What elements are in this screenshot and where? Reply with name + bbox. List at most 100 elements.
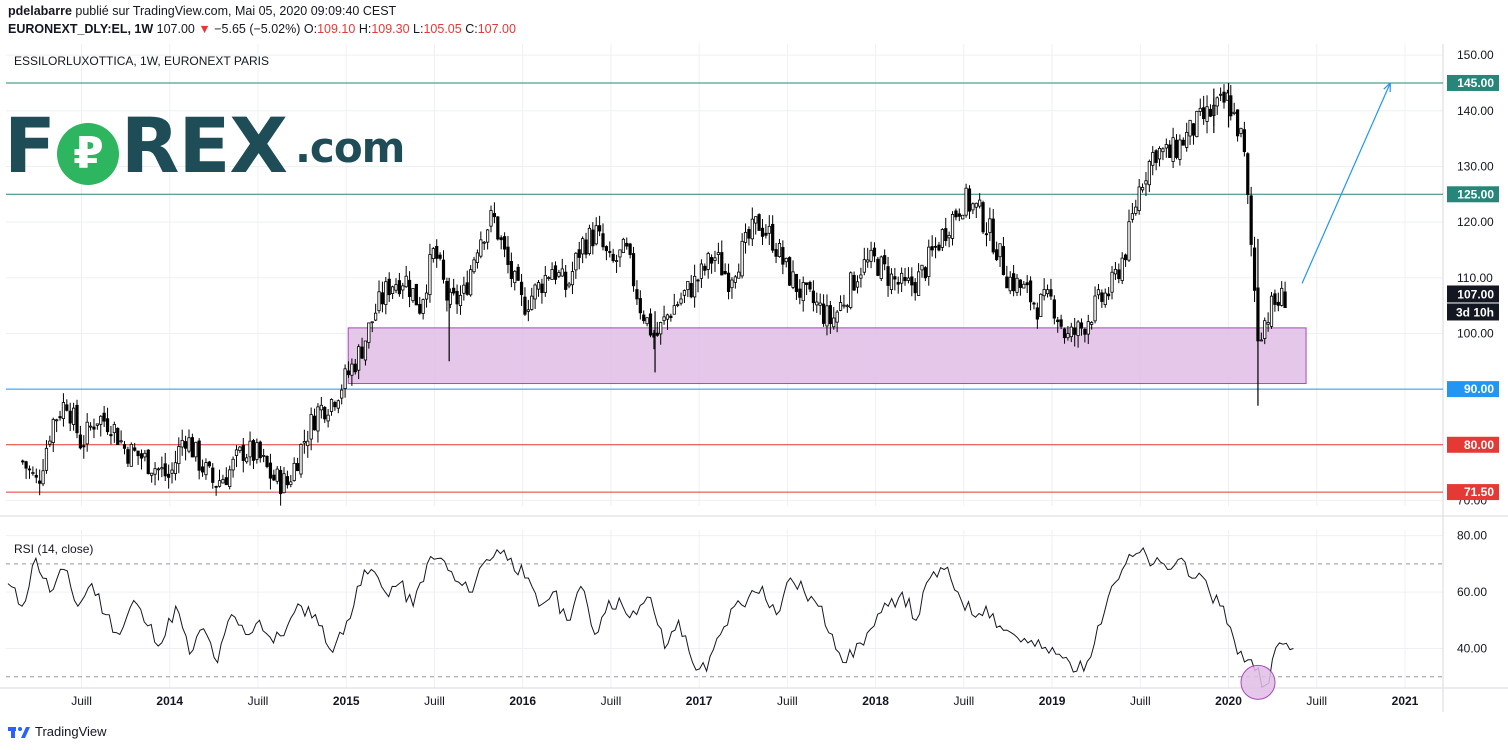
candle-body bbox=[743, 231, 748, 243]
candle-body bbox=[302, 441, 306, 444]
publisher-username[interactable]: pdelabarre bbox=[8, 4, 72, 18]
candle-body bbox=[842, 304, 846, 307]
candle-body bbox=[625, 242, 629, 247]
publish-info: pdelabarre publié sur TradingView.com, M… bbox=[8, 4, 396, 18]
candle-body bbox=[1113, 268, 1118, 275]
candle-body bbox=[526, 309, 530, 312]
candle-body bbox=[333, 402, 337, 408]
candle-body bbox=[1269, 295, 1274, 327]
candle-body bbox=[401, 285, 405, 291]
candle-body bbox=[126, 449, 130, 464]
candle-body bbox=[798, 288, 802, 298]
candle-body bbox=[112, 424, 116, 434]
candle-body bbox=[441, 259, 446, 280]
tradingview-logo-icon bbox=[8, 726, 30, 738]
candle-body bbox=[496, 216, 500, 240]
candle-body bbox=[730, 279, 734, 289]
candle-body bbox=[506, 246, 510, 265]
candle-body bbox=[981, 202, 985, 233]
price-tick-label: 150.00 bbox=[1457, 48, 1494, 62]
candle-body bbox=[944, 228, 948, 242]
candle-body bbox=[129, 443, 133, 467]
candle-body bbox=[1052, 299, 1056, 319]
candle-body bbox=[621, 238, 625, 253]
high-label: H: bbox=[358, 22, 372, 36]
candle-body bbox=[479, 239, 483, 257]
candle-body bbox=[1249, 195, 1253, 245]
candle-body bbox=[262, 454, 266, 457]
candle-body bbox=[815, 301, 819, 306]
candle-body bbox=[933, 245, 938, 248]
candle-body bbox=[380, 292, 385, 305]
candle-body bbox=[604, 246, 608, 252]
candle-body bbox=[435, 245, 439, 259]
symbol-ticker[interactable]: EURONEXT_DLY:EL, 1W bbox=[8, 22, 154, 36]
candle-body bbox=[703, 265, 707, 271]
candle-body bbox=[346, 370, 351, 376]
candle-body bbox=[92, 426, 96, 430]
candle-body bbox=[323, 407, 327, 420]
candle-body bbox=[31, 472, 35, 474]
candle-body bbox=[411, 288, 415, 302]
price-change: −5.65 (−5.02%) bbox=[214, 22, 301, 36]
candle-body bbox=[367, 322, 371, 343]
candle-body bbox=[1018, 279, 1023, 288]
candle-body bbox=[445, 281, 449, 301]
logo-o-icon: ₽ bbox=[56, 123, 119, 185]
tradingview-brand: TradingView bbox=[35, 724, 107, 739]
candle-body bbox=[1276, 301, 1280, 306]
candle-body bbox=[48, 440, 52, 445]
candle-body bbox=[893, 276, 897, 280]
candle-body bbox=[587, 227, 592, 255]
time-tick-label: 2020 bbox=[1215, 694, 1242, 708]
candle-body bbox=[682, 290, 687, 296]
candle-body bbox=[397, 280, 401, 295]
candle-body bbox=[648, 313, 653, 336]
candle-body bbox=[655, 332, 659, 336]
support-zone bbox=[347, 327, 1307, 385]
candle-body bbox=[767, 225, 771, 234]
candle-body bbox=[879, 256, 883, 279]
candle-body bbox=[923, 267, 927, 279]
change-down-icon: ▼ bbox=[198, 22, 211, 36]
candle-body bbox=[889, 273, 894, 291]
candle-body bbox=[431, 248, 435, 260]
candle-body bbox=[913, 282, 917, 294]
candle-body bbox=[1005, 276, 1009, 289]
candle-body bbox=[838, 302, 843, 311]
candle-body bbox=[676, 304, 680, 306]
candle-body bbox=[720, 252, 724, 276]
candle-body bbox=[818, 302, 822, 306]
price-line-label-box bbox=[1447, 381, 1499, 398]
rsi-oversold-highlight bbox=[1240, 664, 1276, 700]
candle-body bbox=[974, 202, 978, 208]
candle-body bbox=[109, 434, 113, 437]
candle-body bbox=[119, 440, 123, 443]
publish-details: publié sur TradingView.com, Mai 05, 2020… bbox=[71, 4, 397, 18]
candle-body bbox=[1127, 221, 1131, 261]
rsi-tick-label: 60.00 bbox=[1457, 585, 1487, 599]
candle-body bbox=[662, 316, 666, 321]
price-line-label-box bbox=[1447, 74, 1499, 91]
candle-body bbox=[937, 244, 941, 251]
candle-body bbox=[611, 253, 615, 262]
candle-body bbox=[309, 414, 313, 440]
time-tick-label: 2014 bbox=[156, 694, 183, 708]
arrow-head-icon bbox=[1383, 82, 1391, 92]
candle-body bbox=[1137, 186, 1141, 211]
tradingview-footer[interactable]: TradingView bbox=[8, 724, 107, 739]
price-tick-label: 140.00 bbox=[1457, 104, 1494, 118]
candle-body bbox=[329, 399, 334, 412]
candle-body bbox=[214, 485, 218, 488]
candle-body bbox=[594, 225, 598, 245]
candle-body bbox=[190, 437, 194, 458]
price-line-label: 125.00 bbox=[1457, 187, 1494, 201]
candle-body bbox=[679, 298, 683, 304]
rsi-line bbox=[7, 547, 1294, 688]
candle-body bbox=[486, 229, 490, 243]
price-line-label-box bbox=[1447, 484, 1499, 501]
time-tick-label: 2015 bbox=[333, 694, 360, 708]
candle-body bbox=[316, 406, 320, 432]
candle-body bbox=[1252, 247, 1257, 291]
candle-body bbox=[306, 440, 310, 447]
